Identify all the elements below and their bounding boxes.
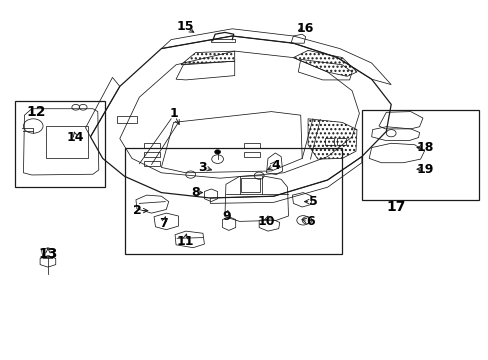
Bar bbox=[46, 126, 88, 158]
Text: 1: 1 bbox=[169, 107, 178, 120]
Bar bbox=[240, 178, 260, 192]
Bar bbox=[325, 138, 333, 145]
Bar bbox=[337, 138, 346, 145]
Text: 12: 12 bbox=[26, 105, 45, 119]
Bar bbox=[117, 116, 137, 123]
Text: 11: 11 bbox=[176, 235, 193, 248]
Text: 18: 18 bbox=[416, 141, 433, 154]
Bar bbox=[211, 39, 234, 42]
Bar bbox=[361, 110, 478, 200]
Text: 13: 13 bbox=[38, 247, 58, 261]
Bar bbox=[144, 161, 160, 166]
Bar bbox=[144, 152, 160, 157]
Text: 17: 17 bbox=[386, 200, 405, 214]
Text: 5: 5 bbox=[308, 195, 317, 208]
Text: 19: 19 bbox=[416, 163, 433, 176]
Bar bbox=[244, 152, 260, 157]
Bar bbox=[144, 143, 160, 148]
Bar bbox=[244, 143, 260, 148]
Text: 10: 10 bbox=[257, 215, 275, 228]
Text: 8: 8 bbox=[191, 186, 200, 199]
Text: 14: 14 bbox=[67, 131, 84, 144]
Text: 4: 4 bbox=[271, 159, 280, 172]
Text: 16: 16 bbox=[296, 22, 314, 35]
Bar bbox=[15, 101, 105, 187]
Circle shape bbox=[214, 150, 220, 154]
Text: 9: 9 bbox=[222, 210, 230, 222]
Text: 2: 2 bbox=[132, 204, 141, 217]
Text: 6: 6 bbox=[305, 215, 314, 228]
Text: 7: 7 bbox=[159, 217, 168, 230]
Text: 3: 3 bbox=[198, 161, 207, 174]
Bar bbox=[124, 148, 342, 254]
Text: 15: 15 bbox=[176, 21, 193, 33]
